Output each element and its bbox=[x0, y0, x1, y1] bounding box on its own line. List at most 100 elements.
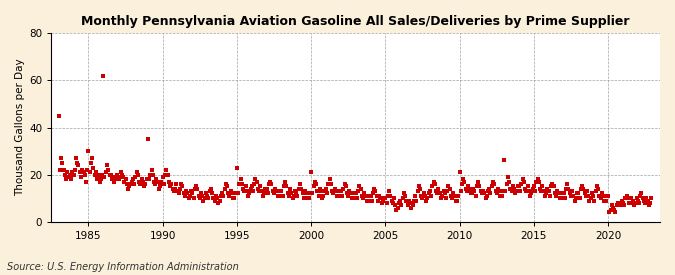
Point bbox=[636, 191, 647, 196]
Point bbox=[70, 168, 80, 172]
Point bbox=[362, 198, 373, 203]
Point bbox=[101, 170, 111, 174]
Point bbox=[634, 201, 645, 205]
Point bbox=[350, 191, 361, 196]
Point bbox=[429, 182, 440, 186]
Point bbox=[227, 196, 238, 200]
Point bbox=[391, 208, 402, 212]
Point bbox=[65, 177, 76, 182]
Point bbox=[349, 191, 360, 196]
Point bbox=[142, 137, 153, 142]
Point bbox=[120, 177, 131, 182]
Point bbox=[83, 149, 94, 153]
Point bbox=[157, 175, 168, 179]
Point bbox=[369, 186, 379, 191]
Point bbox=[87, 156, 98, 160]
Point bbox=[380, 196, 391, 200]
Point bbox=[199, 196, 210, 200]
Point bbox=[264, 182, 275, 186]
Point bbox=[275, 189, 286, 193]
Point bbox=[557, 191, 568, 196]
Point bbox=[125, 182, 136, 186]
Point bbox=[613, 201, 624, 205]
Point bbox=[138, 180, 148, 184]
Point bbox=[267, 189, 278, 193]
Point bbox=[89, 172, 100, 177]
Point bbox=[442, 189, 453, 193]
Point bbox=[171, 182, 182, 186]
Point bbox=[249, 182, 260, 186]
Point bbox=[450, 194, 460, 198]
Point bbox=[414, 186, 425, 191]
Text: Source: U.S. Energy Information Administration: Source: U.S. Energy Information Administ… bbox=[7, 262, 238, 272]
Point bbox=[543, 189, 554, 193]
Point bbox=[385, 194, 396, 198]
Point bbox=[477, 191, 487, 196]
Point bbox=[620, 196, 631, 200]
Point bbox=[301, 191, 312, 196]
Point bbox=[374, 194, 385, 198]
Point bbox=[135, 182, 146, 186]
Point bbox=[578, 186, 589, 191]
Point bbox=[128, 177, 138, 182]
Point bbox=[610, 210, 621, 214]
Point bbox=[190, 184, 201, 189]
Point bbox=[68, 172, 79, 177]
Point bbox=[394, 201, 404, 205]
Point bbox=[405, 201, 416, 205]
Point bbox=[124, 184, 134, 189]
Point bbox=[508, 184, 518, 189]
Point bbox=[183, 196, 194, 200]
Point bbox=[443, 184, 454, 189]
Point bbox=[67, 170, 78, 174]
Point bbox=[190, 186, 200, 191]
Point bbox=[211, 194, 221, 198]
Point bbox=[441, 196, 452, 200]
Point bbox=[546, 184, 557, 189]
Point bbox=[136, 177, 147, 182]
Point bbox=[386, 198, 397, 203]
Point bbox=[453, 194, 464, 198]
Point bbox=[545, 194, 556, 198]
Point bbox=[589, 198, 600, 203]
Point bbox=[524, 189, 535, 193]
Point bbox=[406, 205, 416, 210]
Point bbox=[232, 165, 242, 170]
Point bbox=[105, 172, 116, 177]
Point bbox=[294, 182, 305, 186]
Point bbox=[150, 182, 161, 186]
Point bbox=[260, 186, 271, 191]
Point bbox=[168, 189, 179, 193]
Point bbox=[337, 194, 348, 198]
Point bbox=[163, 180, 174, 184]
Point bbox=[250, 177, 261, 182]
Point bbox=[287, 196, 298, 200]
Point bbox=[383, 189, 394, 193]
Point bbox=[88, 165, 99, 170]
Point bbox=[57, 161, 68, 165]
Point bbox=[327, 189, 338, 193]
Point bbox=[276, 189, 287, 193]
Point bbox=[551, 194, 562, 198]
Point bbox=[115, 170, 126, 174]
Point bbox=[225, 189, 236, 193]
Point bbox=[131, 170, 142, 174]
Point bbox=[549, 191, 560, 196]
Point bbox=[462, 189, 472, 193]
Point bbox=[460, 186, 471, 191]
Point bbox=[597, 191, 608, 196]
Point bbox=[322, 191, 333, 196]
Point bbox=[645, 201, 655, 205]
Point bbox=[548, 184, 559, 189]
Point bbox=[224, 194, 235, 198]
Point bbox=[99, 175, 110, 179]
Point bbox=[364, 194, 375, 198]
Point bbox=[630, 201, 641, 205]
Point bbox=[454, 170, 465, 174]
Point bbox=[359, 191, 370, 196]
Point bbox=[162, 172, 173, 177]
Point bbox=[547, 182, 558, 186]
Point bbox=[524, 194, 535, 198]
Point bbox=[265, 180, 275, 184]
Point bbox=[279, 184, 290, 189]
